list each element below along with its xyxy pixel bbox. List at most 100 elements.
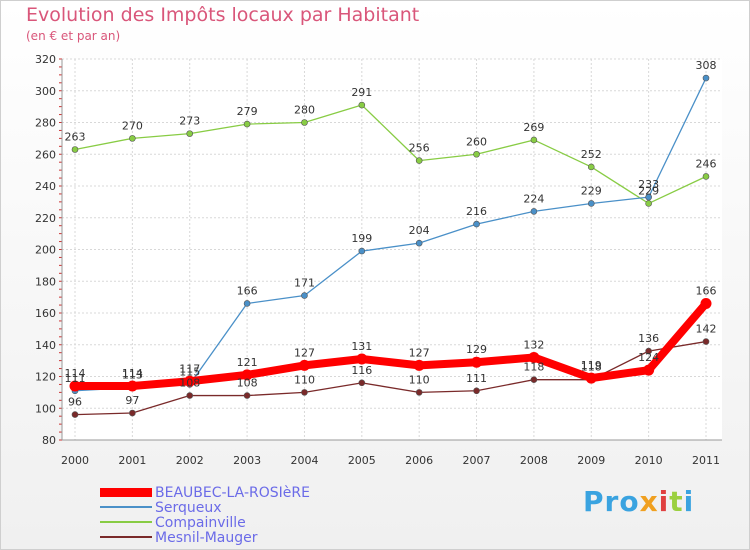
data-point <box>356 353 368 365</box>
data-point <box>186 392 194 399</box>
data-point <box>298 359 310 371</box>
data-label: 129 <box>466 343 487 356</box>
data-point <box>301 119 308 126</box>
data-label: 117 <box>179 362 200 375</box>
data-point <box>587 200 595 207</box>
data-label: 252 <box>581 148 602 161</box>
data-point <box>530 136 538 144</box>
series-line-0 <box>71 299 710 391</box>
brand-letter-x: x <box>639 485 659 518</box>
x-tick-label: 2000 <box>61 454 89 467</box>
legend-label: BEAUBEC-LA-ROSIèRE <box>155 485 310 501</box>
data-point <box>473 220 480 228</box>
series-line-2 <box>74 104 707 205</box>
data-label: 111 <box>65 372 86 385</box>
data-point <box>471 356 483 368</box>
data-label: 273 <box>179 115 200 128</box>
y-tick-label: 140 <box>35 339 56 352</box>
data-point <box>587 163 595 171</box>
data-point <box>243 120 251 128</box>
data-point <box>585 372 597 384</box>
data-point <box>301 389 308 396</box>
data-label: 229 <box>581 184 602 197</box>
data-point <box>702 173 710 180</box>
data-point <box>415 157 423 164</box>
data-label: 96 <box>68 396 82 409</box>
brand-letter-i2: i <box>683 485 695 518</box>
y-tick-label: 260 <box>35 148 56 161</box>
data-point <box>473 150 480 158</box>
y-tick-label: 240 <box>35 180 56 193</box>
data-point <box>243 392 251 399</box>
data-point <box>71 146 79 153</box>
data-label: 166 <box>237 284 258 297</box>
data-point <box>643 364 655 376</box>
data-label: 204 <box>409 224 430 237</box>
data-point <box>528 351 540 363</box>
data-label: 132 <box>523 338 544 351</box>
data-label: 166 <box>696 284 717 297</box>
data-label: 127 <box>409 346 430 359</box>
data-point <box>69 380 81 392</box>
data-label: 116 <box>351 364 372 377</box>
y-tick-label: 180 <box>35 275 56 288</box>
data-label: 118 <box>581 361 602 374</box>
data-label: 108 <box>237 377 258 390</box>
data-point <box>358 247 366 255</box>
x-tick-label: 2006 <box>405 454 433 467</box>
data-point <box>700 297 712 309</box>
data-label: 308 <box>696 59 717 72</box>
data-label: 171 <box>294 277 315 290</box>
data-point <box>530 376 538 383</box>
data-point <box>415 239 423 247</box>
data-point <box>129 409 136 417</box>
legend-label: Mesnil-Mauger <box>155 530 258 546</box>
data-label: 224 <box>523 192 544 205</box>
data-point <box>645 200 652 207</box>
data-point <box>358 101 366 109</box>
data-label: 136 <box>638 332 659 345</box>
data-label: 280 <box>294 104 315 117</box>
data-label: 279 <box>237 105 258 118</box>
data-point <box>645 347 652 355</box>
y-tick-label: 280 <box>35 117 56 130</box>
data-label: 131 <box>351 340 372 353</box>
data-point <box>71 411 79 418</box>
data-label: 121 <box>237 356 258 369</box>
x-tick-label: 2003 <box>233 454 261 467</box>
data-label: 118 <box>523 361 544 374</box>
data-point <box>645 193 652 201</box>
data-point <box>702 74 710 82</box>
data-point <box>473 387 480 395</box>
y-tick-label: 120 <box>35 371 56 384</box>
y-tick-label: 200 <box>35 244 56 257</box>
data-point <box>415 389 423 396</box>
x-tick-label: 2004 <box>290 454 318 467</box>
data-label: 199 <box>351 232 372 245</box>
legend-swatch <box>100 488 152 497</box>
data-label: 142 <box>696 323 717 336</box>
data-label: 108 <box>179 377 200 390</box>
data-point <box>413 359 425 371</box>
data-point <box>186 130 194 137</box>
data-point <box>184 375 196 387</box>
data-label: 263 <box>65 130 86 143</box>
y-tick-label: 80 <box>42 434 56 447</box>
data-point <box>301 292 308 299</box>
y-tick-label: 220 <box>35 212 56 225</box>
y-tick-label: 320 <box>35 53 56 66</box>
legend-swatch <box>100 506 152 508</box>
data-label: 269 <box>523 121 544 134</box>
data-point <box>129 135 136 142</box>
legend-label: Serqueux <box>155 500 222 516</box>
data-label: 113 <box>122 369 143 382</box>
data-label: 216 <box>466 205 487 218</box>
data-label: 127 <box>294 346 315 359</box>
data-label: 256 <box>409 142 430 155</box>
legend-swatch <box>100 521 152 523</box>
x-tick-label: 2005 <box>348 454 376 467</box>
data-label: 246 <box>696 157 717 170</box>
data-label: 233 <box>638 178 659 191</box>
data-label: 110 <box>294 373 315 386</box>
